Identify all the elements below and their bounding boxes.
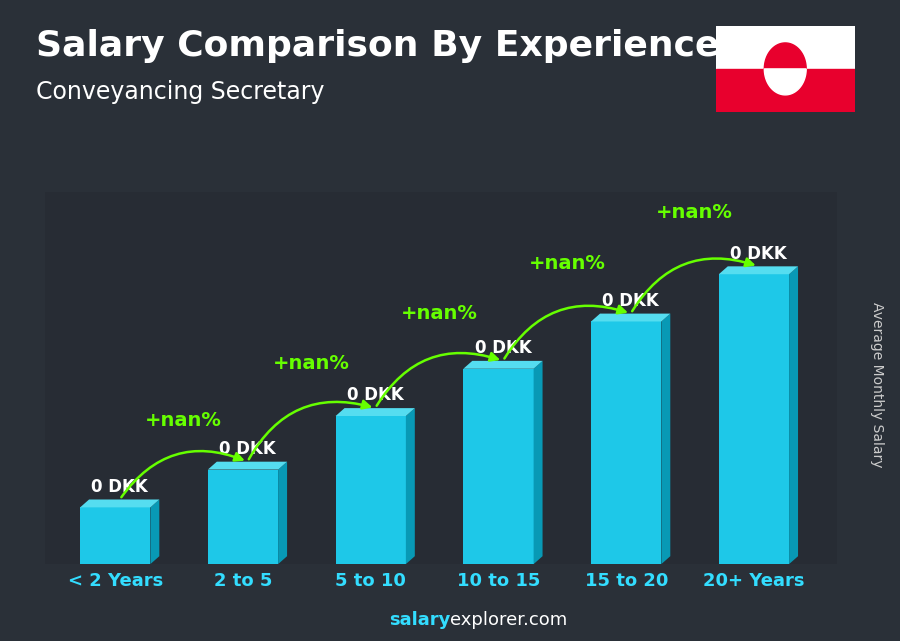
Text: salary: salary (389, 612, 450, 629)
Text: 0 DKK: 0 DKK (346, 387, 403, 404)
Polygon shape (662, 313, 670, 564)
Bar (716, 69, 855, 112)
Text: +nan%: +nan% (400, 304, 478, 323)
Bar (336, 416, 406, 564)
Polygon shape (80, 499, 159, 508)
Bar (716, 26, 855, 69)
Text: +nan%: +nan% (145, 411, 222, 430)
Text: +nan%: +nan% (528, 254, 606, 272)
Bar (464, 369, 534, 564)
Text: 0 DKK: 0 DKK (602, 292, 659, 310)
Polygon shape (764, 69, 806, 95)
Polygon shape (464, 361, 543, 369)
Text: Average Monthly Salary: Average Monthly Salary (870, 302, 885, 467)
Text: +nan%: +nan% (273, 354, 350, 374)
Text: Salary Comparison By Experience: Salary Comparison By Experience (36, 29, 719, 63)
Polygon shape (208, 462, 287, 470)
Polygon shape (789, 267, 798, 564)
Bar (80, 508, 150, 564)
Text: explorer.com: explorer.com (450, 612, 567, 629)
Polygon shape (150, 499, 159, 564)
Text: +nan%: +nan% (656, 203, 733, 222)
Text: 0 DKK: 0 DKK (474, 339, 531, 357)
Bar (719, 274, 789, 564)
Polygon shape (406, 408, 415, 564)
Bar (591, 322, 662, 564)
Polygon shape (764, 43, 806, 69)
Text: 0 DKK: 0 DKK (92, 478, 148, 495)
Polygon shape (534, 361, 543, 564)
Text: 0 DKK: 0 DKK (219, 440, 275, 458)
Text: 0 DKK: 0 DKK (730, 245, 787, 263)
Polygon shape (336, 408, 415, 416)
Polygon shape (719, 267, 798, 274)
Text: Conveyancing Secretary: Conveyancing Secretary (36, 80, 325, 104)
Bar (208, 470, 278, 564)
Polygon shape (278, 462, 287, 564)
Polygon shape (591, 313, 670, 322)
